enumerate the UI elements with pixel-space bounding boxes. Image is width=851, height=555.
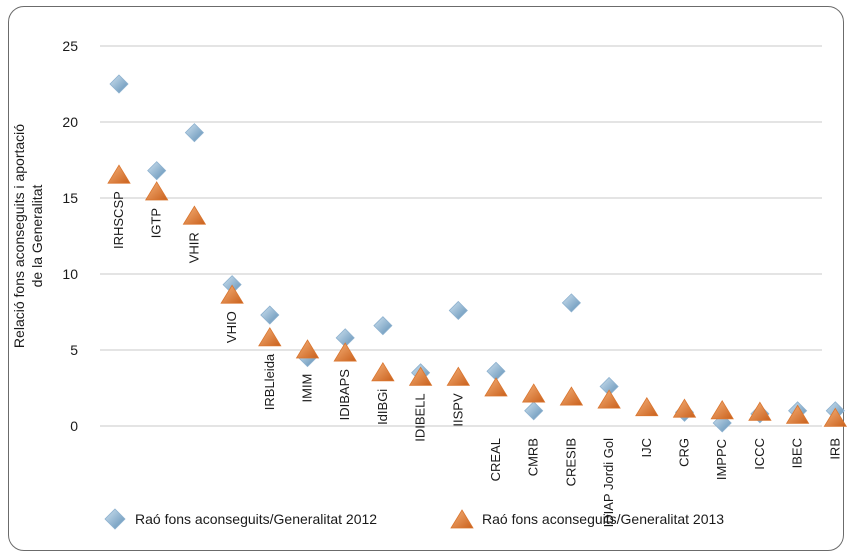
legend-label-2013: Raó fons aconseguits/Generalitat 2013 (482, 511, 724, 527)
marker-2012-irblleida (260, 305, 280, 325)
marker-2012-idibgi (373, 316, 393, 336)
marker-2013-ijc (635, 396, 659, 417)
marker-2013-vhio (220, 284, 244, 304)
category-label: IMPPC (714, 439, 729, 480)
legend-label-2012: Raó fons aconseguits/Generalitat 2012 (135, 511, 377, 527)
legend-triangle-icon (450, 509, 474, 529)
y-axis-title-line: Relació fons aconseguits i aportació (11, 124, 27, 348)
marker-2013-idiap-jordi-gol (597, 389, 621, 409)
category-label: CMRB (526, 438, 541, 476)
category-label: IdIBGi (375, 389, 390, 425)
grid-lines (100, 45, 822, 427)
category-label: VHIR (186, 232, 201, 263)
marker-2012-cmrb (524, 401, 544, 421)
y-tick-label: 5 (70, 342, 78, 358)
marker-2013-irblleida (258, 327, 282, 347)
marker-2013-idibgi (371, 362, 395, 382)
category-labels: IRHSCSP IGTP VHIR VHIO IRBLleida IMIM IDIBAPS I… (111, 191, 842, 527)
marker-2013-imim (295, 339, 320, 359)
marker-2013-irb (823, 407, 848, 427)
y-axis-title: Relació fons aconseguits i aportació de l… (11, 124, 45, 348)
y-tick-label: 20 (62, 114, 78, 130)
y-axis-title-line: de la Generalitat (29, 185, 45, 288)
marker-2013-imppc (710, 400, 734, 420)
category-label: IGTP (149, 208, 164, 238)
marker-2012-iispv (448, 300, 468, 321)
marker-2013-irhscsp (107, 164, 131, 184)
marker-2013-creal (484, 377, 508, 397)
y-tick-label: 25 (62, 38, 78, 54)
marker-2013-idibell (408, 366, 433, 386)
y-tick-labels: 0 5 10 15 20 25 (62, 38, 78, 434)
category-label: CRESIB (563, 438, 578, 486)
marker-2013-cresib (559, 386, 584, 406)
marker-2012-irhscsp (109, 74, 129, 94)
marker-2013-iispv (446, 366, 471, 386)
category-label: IBEC (790, 438, 805, 468)
y-tick-label: 0 (70, 418, 78, 434)
marker-2012-vhir (184, 123, 204, 143)
category-label: IDIBELL (413, 393, 428, 441)
marker-2013-cmrb (521, 383, 546, 403)
category-label: IDIAP Jordi Gol (601, 438, 616, 527)
marker-2013-ibec (785, 404, 810, 424)
category-label: IRBLleida (262, 353, 277, 410)
category-label: IRB (827, 438, 842, 460)
legend: Raó fons aconseguits/Generalitat 2012 Raó… (104, 508, 724, 530)
category-label: VHIO (224, 311, 239, 343)
category-label: IRHSCSP (111, 191, 126, 249)
legend-diamond-icon (104, 508, 126, 530)
data-markers (107, 74, 848, 433)
marker-2013-idibaps (333, 342, 357, 362)
category-label: CRG (677, 438, 692, 467)
marker-2013-iccc (748, 401, 772, 421)
category-label: CREAL (488, 438, 503, 481)
category-label: IDIBAPS (337, 369, 352, 421)
chart-frame (8, 6, 844, 551)
category-label: ICCC (752, 438, 767, 470)
marker-2013-crg (672, 398, 697, 418)
marker-2013-vhir (182, 205, 207, 225)
category-label: IISPV (450, 393, 465, 427)
y-tick-label: 15 (62, 190, 78, 206)
marker-2013-igtp (144, 181, 169, 201)
category-label: IMIM (300, 374, 315, 403)
marker-2012-igtp (147, 161, 167, 181)
marker-2012-cresib (561, 293, 581, 313)
y-tick-label: 10 (62, 266, 78, 282)
category-label: IJC (639, 438, 654, 458)
